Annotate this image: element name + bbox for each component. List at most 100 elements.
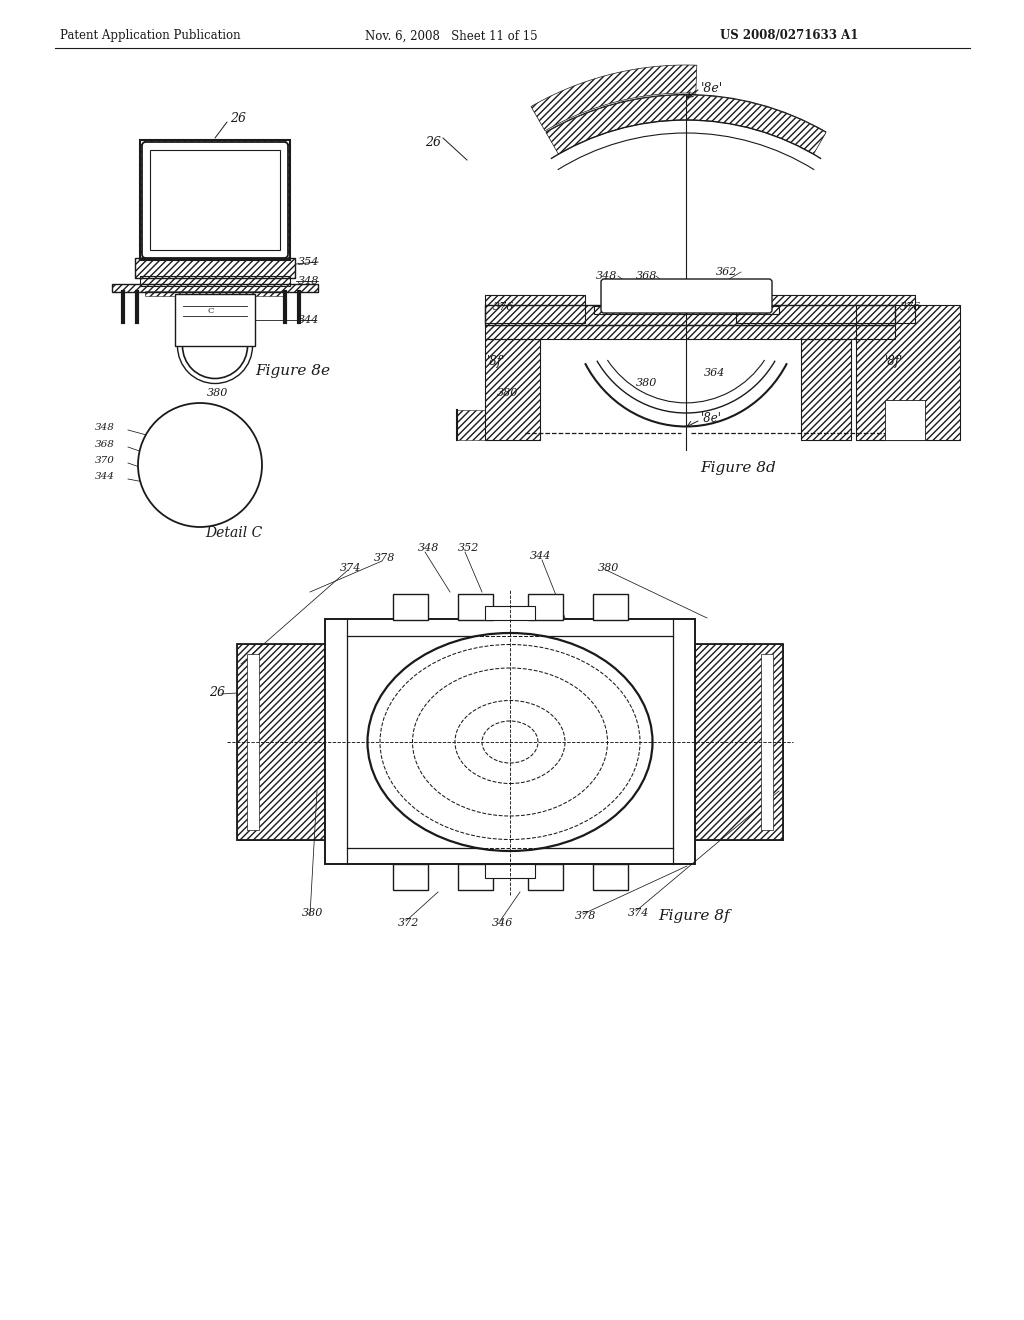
Text: 368: 368: [636, 271, 657, 281]
Bar: [170, 483, 230, 492]
Bar: [393, 865, 428, 890]
Text: 372: 372: [398, 917, 420, 928]
Bar: [485, 305, 895, 325]
Bar: [856, 305, 961, 440]
Bar: [162, 433, 238, 455]
Text: 376: 376: [493, 302, 514, 312]
Text: 362: 362: [716, 267, 737, 277]
Bar: [150, 150, 280, 249]
Bar: [325, 619, 695, 865]
Bar: [165, 455, 234, 470]
Text: 346: 346: [492, 917, 513, 928]
Bar: [140, 140, 150, 260]
Bar: [594, 306, 779, 314]
Bar: [170, 483, 200, 492]
Text: 370: 370: [95, 455, 115, 465]
Bar: [247, 294, 255, 346]
Bar: [140, 140, 290, 260]
Bar: [458, 594, 493, 620]
Bar: [135, 257, 295, 279]
Text: '8f': '8f': [487, 355, 506, 367]
Bar: [593, 594, 628, 620]
Bar: [457, 411, 485, 440]
Text: 364: 364: [705, 368, 725, 378]
Polygon shape: [546, 95, 826, 154]
Text: C: C: [208, 308, 214, 315]
Circle shape: [138, 403, 262, 527]
Bar: [175, 294, 183, 346]
Text: 344: 344: [298, 315, 319, 325]
Text: '8f': '8f': [885, 355, 903, 367]
Text: Detail C: Detail C: [205, 525, 262, 540]
Text: 380: 380: [207, 388, 228, 399]
Text: 354: 354: [298, 257, 319, 267]
Polygon shape: [531, 65, 696, 131]
Bar: [485, 325, 895, 339]
Text: 26: 26: [230, 111, 246, 124]
Bar: [608, 288, 765, 306]
Bar: [140, 276, 290, 286]
Text: Figure 8f: Figure 8f: [658, 909, 730, 923]
Text: 344: 344: [95, 473, 115, 480]
Bar: [736, 294, 915, 323]
Text: 380: 380: [302, 908, 324, 917]
Bar: [801, 339, 851, 440]
Bar: [695, 644, 783, 840]
Bar: [140, 249, 290, 260]
Bar: [140, 276, 290, 286]
Text: 376: 376: [900, 302, 922, 312]
Text: 380: 380: [497, 388, 518, 399]
Bar: [485, 606, 535, 620]
Bar: [112, 284, 318, 292]
Bar: [528, 865, 563, 890]
Bar: [237, 644, 325, 840]
Text: 26: 26: [209, 685, 225, 698]
Bar: [485, 294, 585, 323]
Text: '8e': '8e': [701, 412, 722, 425]
Bar: [485, 865, 535, 878]
Text: 368: 368: [95, 440, 115, 449]
Bar: [393, 594, 428, 620]
Text: Nov. 6, 2008   Sheet 11 of 15: Nov. 6, 2008 Sheet 11 of 15: [365, 29, 538, 42]
Text: 364: 364: [208, 466, 228, 475]
Text: '8e': '8e': [701, 82, 723, 95]
Text: 348: 348: [596, 271, 617, 281]
Text: 26: 26: [425, 136, 441, 149]
Bar: [885, 400, 925, 440]
Text: 344: 344: [530, 550, 551, 561]
Bar: [736, 294, 915, 323]
Bar: [458, 865, 493, 890]
Bar: [593, 865, 628, 890]
Bar: [856, 305, 961, 440]
FancyBboxPatch shape: [142, 143, 288, 257]
Bar: [485, 339, 540, 440]
Bar: [140, 140, 290, 150]
Bar: [485, 339, 540, 440]
Text: 378: 378: [575, 911, 596, 921]
Text: 374: 374: [340, 564, 361, 573]
Text: 362: 362: [208, 433, 228, 442]
Text: 378: 378: [374, 553, 395, 564]
Bar: [237, 644, 325, 840]
Bar: [594, 306, 779, 314]
Bar: [485, 294, 585, 323]
FancyBboxPatch shape: [601, 279, 772, 313]
Text: US 2008/0271633 A1: US 2008/0271633 A1: [720, 29, 858, 42]
Bar: [801, 339, 851, 440]
Bar: [485, 305, 895, 325]
Bar: [485, 325, 895, 339]
Text: Patent Application Publication: Patent Application Publication: [60, 29, 241, 42]
Bar: [247, 653, 259, 830]
Text: 348: 348: [298, 276, 319, 286]
Bar: [528, 594, 563, 620]
Bar: [761, 653, 773, 830]
Bar: [608, 288, 765, 306]
Bar: [695, 644, 783, 840]
Bar: [112, 284, 318, 292]
Ellipse shape: [368, 634, 652, 851]
Bar: [168, 471, 232, 483]
Bar: [175, 294, 255, 346]
Bar: [135, 257, 295, 279]
Bar: [165, 455, 234, 470]
Bar: [280, 140, 290, 260]
